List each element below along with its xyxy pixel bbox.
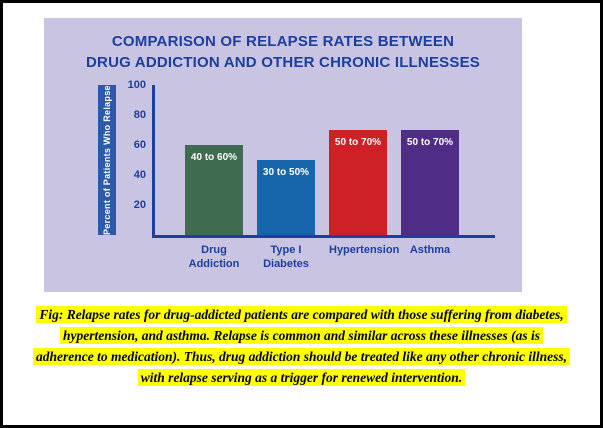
y-tick-label: 60: [133, 139, 146, 151]
bar-type1-diabetes: 30 to 50%: [257, 160, 315, 235]
y-axis-label: Percent of Patients Who Relapse: [98, 85, 116, 235]
figure-caption: Fig: Relapse rates for drug-addicted pat…: [15, 305, 588, 389]
plot-column: 40 to 60% 30 to 50% 50 to 70% 50 to 70%: [152, 85, 495, 272]
bar-asthma: 50 to 70%: [401, 130, 459, 235]
x-axis-labels: Drug Addiction Type I Diabetes Hypertens…: [155, 244, 495, 272]
bar-drug-addiction: 40 to 60%: [185, 145, 243, 235]
y-tick-label: 40: [133, 169, 146, 181]
chart-title: COMPARISON OF RELAPSE RATES BETWEEN DRUG…: [44, 18, 522, 73]
bars-container: 40 to 60% 30 to 50% 50 to 70% 50 to 70%: [155, 85, 495, 235]
bar-range-label: 40 to 60%: [190, 152, 238, 163]
x-category-label: Asthma: [409, 244, 451, 256]
caption-line: hypertension, and asthma. Relapse is com…: [15, 326, 588, 347]
chart-title-line-1: COMPARISON OF RELAPSE RATES BETWEEN: [111, 33, 455, 50]
caption-line: with relapse serving as a trigger for re…: [15, 368, 588, 389]
y-axis-ticks: 100 80 60 40 20: [122, 79, 152, 235]
caption-line: Fig: Relapse rates for drug-addicted pat…: [15, 305, 588, 326]
bar-hypertension: 50 to 70%: [329, 130, 387, 235]
y-tick-label: 100: [127, 79, 146, 91]
y-tick-label: 80: [133, 109, 146, 121]
caption-line: adherence to medication). Thus, drug add…: [15, 347, 588, 368]
bar-range-label: 50 to 70%: [406, 137, 454, 148]
chart-body: Percent of Patients Who Relapse 100 80 6…: [98, 79, 522, 272]
x-category-label: Type I Diabetes: [263, 244, 309, 270]
plot-area: 40 to 60% 30 to 50% 50 to 70% 50 to 70%: [152, 85, 495, 238]
chart-panel: COMPARISON OF RELAPSE RATES BETWEEN DRUG…: [44, 18, 522, 292]
bar-range-label: 30 to 50%: [262, 167, 310, 178]
x-category-label: Hypertension: [329, 244, 400, 256]
x-category-label: Drug Addiction: [188, 244, 240, 270]
bar-range-label: 50 to 70%: [334, 137, 382, 148]
chart-title-line-2: DRUG ADDICTION AND OTHER CHRONIC ILLNESS…: [86, 54, 480, 71]
y-tick-label: 20: [133, 199, 146, 211]
